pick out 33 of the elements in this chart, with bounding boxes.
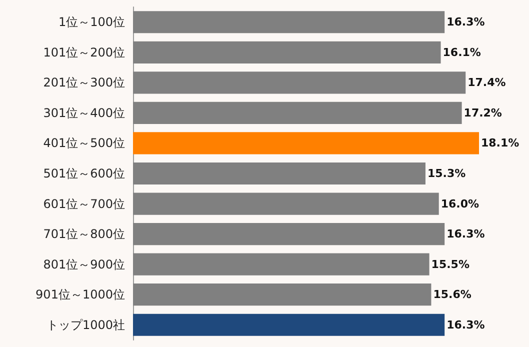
y-tick-label: 801位～900位 bbox=[43, 257, 125, 272]
data-label: 16.3% bbox=[446, 228, 485, 241]
bar bbox=[133, 132, 479, 154]
data-label: 16.3% bbox=[446, 318, 485, 332]
bar bbox=[133, 253, 430, 276]
y-tick-label: 501位～600位 bbox=[43, 166, 125, 180]
y-tick-label: 601位～700位 bbox=[43, 196, 125, 211]
bar bbox=[133, 102, 462, 124]
bar bbox=[133, 314, 445, 336]
data-label: 16.0% bbox=[440, 197, 480, 210]
data-label: 18.1% bbox=[481, 136, 520, 150]
bar bbox=[133, 192, 439, 215]
data-label: 16.1% bbox=[442, 46, 481, 59]
data-label: 15.6% bbox=[433, 288, 472, 302]
bar bbox=[133, 72, 466, 94]
bar bbox=[133, 11, 445, 34]
y-tick-label: 301位～400位 bbox=[43, 106, 125, 120]
data-label: 15.3% bbox=[427, 167, 466, 180]
bar bbox=[133, 222, 445, 246]
y-tick-label: 101位～200位 bbox=[43, 45, 125, 60]
bar bbox=[133, 41, 441, 64]
y-tick-label: 1位～100位 bbox=[58, 15, 125, 30]
bar bbox=[133, 284, 432, 306]
data-label: 16.3% bbox=[446, 16, 485, 29]
y-tick-label: 901位～1000位 bbox=[36, 288, 125, 302]
data-label: 17.4% bbox=[468, 76, 506, 90]
y-tick-label: 201位～300位 bbox=[43, 76, 125, 90]
y-tick-label: トップ1000社 bbox=[46, 318, 125, 332]
data-label: 15.5% bbox=[431, 258, 470, 271]
data-label: 17.2% bbox=[464, 106, 502, 120]
y-tick-label: 401位～500位 bbox=[43, 136, 125, 150]
y-tick-label: 701位～800位 bbox=[43, 227, 125, 242]
bar bbox=[133, 162, 426, 185]
